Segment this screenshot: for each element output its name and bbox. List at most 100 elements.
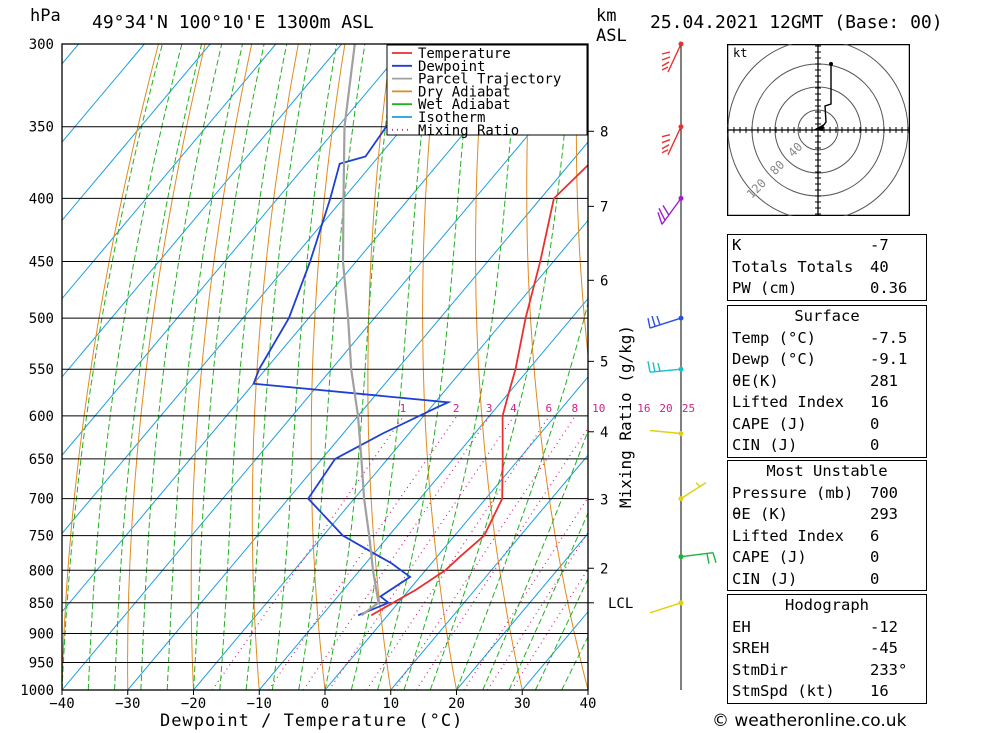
mixing-ratio-axis-title: Mixing Ratio (g/kg) (616, 324, 635, 508)
index-label: θE(K) (732, 371, 779, 390)
index-value: 40 (870, 257, 889, 276)
pressure-tick-label: 550 (29, 362, 54, 378)
index-label: EH (732, 617, 751, 636)
x-tick-label: 0 (321, 696, 329, 712)
dry-adiabat-line (367, 44, 392, 690)
sounding-datetime: 25.04.2021 12GMT (Base: 00) (650, 12, 943, 33)
wet-adiabat-line (193, 44, 265, 690)
wet-adiabat-line (534, 577, 588, 690)
general-index-table: K -7 Totals Totals 40 PW (cm) 0.36 (727, 234, 927, 301)
index-value: 0 (870, 414, 880, 433)
pressure-tick-label: 300 (29, 37, 54, 53)
pressure-tick-label: 650 (29, 452, 54, 468)
wet-adiabat-line (271, 44, 338, 690)
x-tick-label: −30 (115, 696, 140, 712)
wet-adiabat-line (114, 44, 203, 690)
index-row: K -7 (728, 235, 927, 257)
mixing-ratio-label: 6 (545, 402, 552, 415)
pressure-tick-label: 400 (29, 191, 54, 207)
pressure-tick-label: 900 (29, 626, 54, 642)
x-tick-label: 20 (448, 696, 465, 712)
mixing-ratio-line (415, 427, 588, 690)
surface-table: Surface Temp (°C) -7.5 Dewp (°C) -9.1 θE(K… (727, 305, 927, 458)
mixing-ratio-label: 20 (659, 402, 672, 415)
x-tick-label: 40 (580, 696, 597, 712)
height-km-label: 5 (600, 354, 608, 370)
height-km-label: 8 (600, 124, 608, 140)
index-label: CAPE (J) (732, 548, 807, 566)
index-value: 0.36 (870, 279, 908, 297)
pressure-tick-label: 850 (29, 596, 54, 612)
index-value: -7 (870, 236, 889, 254)
index-row: CIN (J) 0 (728, 569, 927, 591)
index-label: Lifted Index (732, 526, 844, 545)
index-value: 0 (870, 436, 880, 454)
index-row: StmDir 233° (728, 660, 927, 682)
height-km-label: 4 (600, 425, 608, 441)
pressure-tick-label: 450 (29, 255, 54, 271)
plot-frame (61, 43, 589, 691)
index-row: EH -12 (728, 617, 927, 639)
index-label: StmDir (732, 660, 788, 679)
index-row: CAPE (J) 0 (728, 547, 927, 569)
dry-adiabat-line (422, 44, 457, 690)
index-label: θE (K) (732, 505, 788, 523)
index-value: -7.5 (870, 328, 908, 347)
index-value: 16 (870, 393, 889, 411)
hodograph-unit: kt (733, 46, 747, 60)
isotherm-line (62, 44, 145, 143)
dry-adiabat-line (310, 44, 346, 690)
index-label: Totals Totals (732, 257, 854, 276)
legend-label: Dry Adiabat (418, 84, 511, 100)
index-row: Lifted Index 6 (728, 526, 927, 548)
wind-barb (661, 126, 682, 156)
index-label: Dewp (°C) (732, 350, 816, 368)
dry-adiabat-line (575, 44, 588, 360)
x-tick-label: −10 (247, 696, 272, 712)
copyright-link[interactable]: © weatheronline.co.uk (712, 711, 907, 731)
isotherm-line (390, 454, 588, 690)
most-unstable-table: Most Unstable Pressure (mb) 700 θE (K) 293… (727, 460, 927, 591)
x-tick-label: −40 (49, 696, 74, 712)
mixing-ratio-label: 1 (400, 402, 407, 415)
wind-barb (649, 602, 682, 614)
height-km-label: 3 (600, 492, 608, 508)
wind-barb (647, 361, 682, 373)
isotherm-line (62, 44, 343, 378)
index-label: StmSpd (kt) (732, 682, 835, 700)
index-row: Temp (°C) -7.5 (728, 328, 927, 350)
index-value: 700 (870, 483, 898, 502)
mixing-ratio-line (302, 415, 491, 690)
index-value: 281 (870, 371, 898, 390)
mixing-ratio-label: 8 (571, 402, 578, 415)
temperature-curve (370, 163, 588, 617)
index-row: SREH -45 (728, 638, 927, 660)
height-km-label: 7 (600, 199, 608, 215)
wind-barb (649, 429, 682, 435)
section-title: Most Unstable (766, 462, 888, 480)
index-value: 6 (870, 526, 880, 545)
pressure-tick-label: 800 (29, 563, 54, 579)
pressure-tick-label: 750 (29, 529, 54, 545)
index-label: K (732, 236, 742, 254)
index-row: Lifted Index 16 (728, 392, 927, 414)
height-km-label: 6 (600, 273, 608, 289)
index-label: PW (cm) (732, 279, 798, 297)
index-value: -12 (870, 617, 898, 636)
asl-label: ASL (596, 26, 627, 46)
pressure-tick-label: 1000 (20, 683, 54, 699)
wet-adiabat-line (482, 429, 588, 690)
x-tick-label: −20 (181, 696, 206, 712)
index-row: Totals Totals 40 (728, 257, 927, 279)
isotherm-line (193, 219, 588, 690)
km-label: km (596, 6, 617, 26)
index-value: 233° (870, 660, 908, 679)
index-row: Dewp (°C) -9.1 (728, 349, 927, 371)
x-tick-label: 30 (514, 696, 531, 712)
index-label: CIN (J) (732, 569, 798, 588)
wet-adiabat-line (140, 44, 223, 690)
pressure-tick-label: 700 (29, 492, 54, 508)
x-tick-label: 10 (382, 696, 399, 712)
legend-box (386, 44, 588, 136)
